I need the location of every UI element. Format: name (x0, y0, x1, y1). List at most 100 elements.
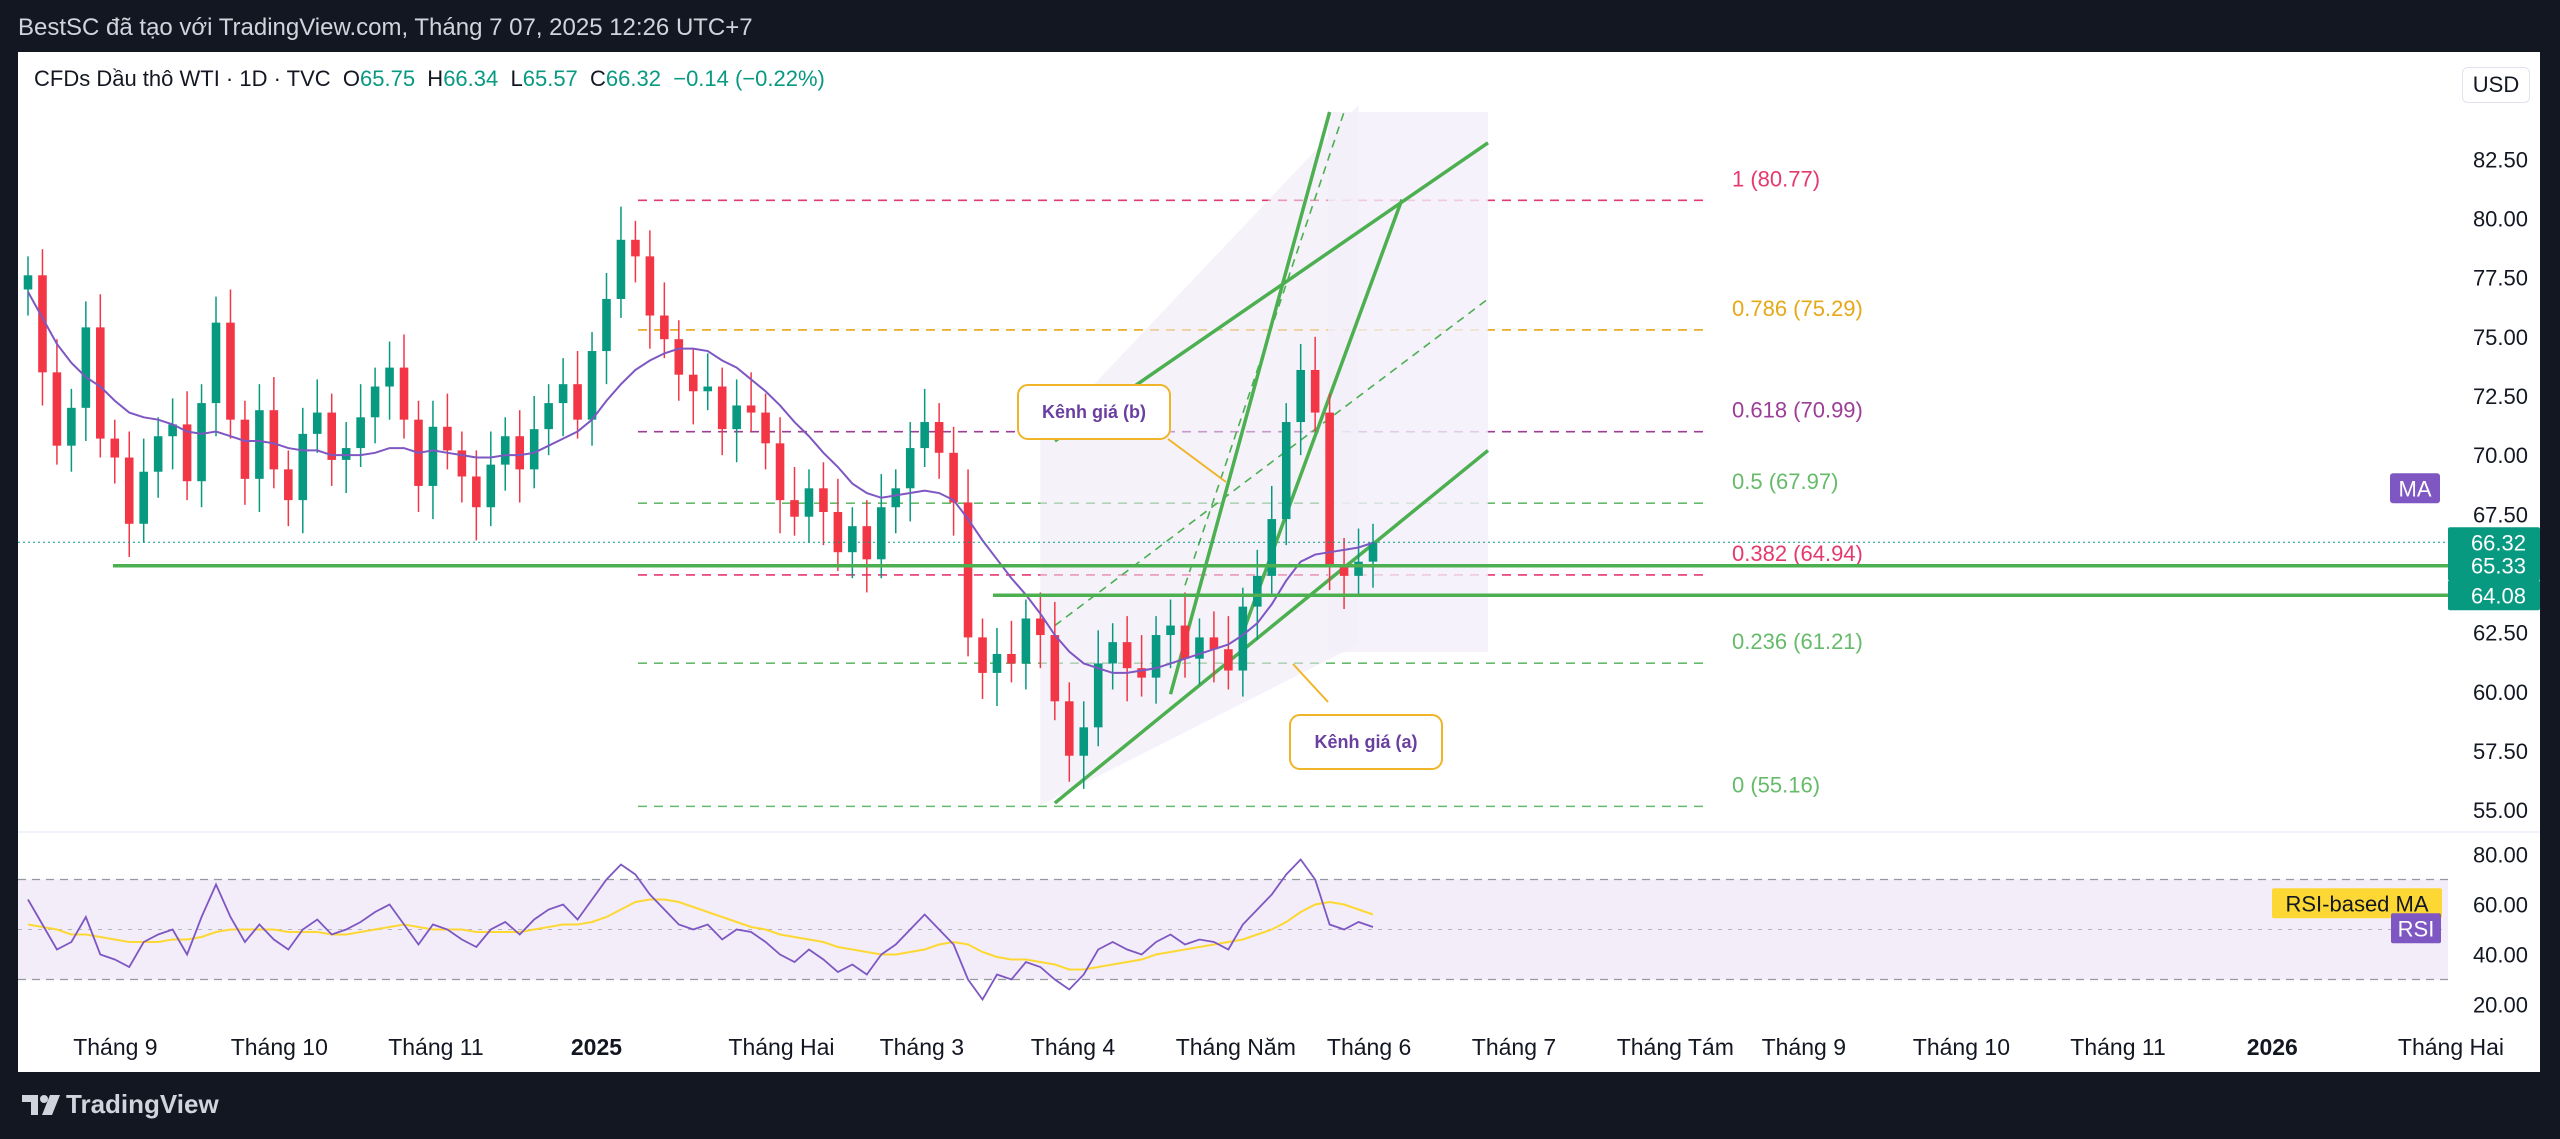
annotations[interactable]: Kênh giá (b) Kênh giá (a) (1017, 384, 1443, 770)
price-tag-bg-0 (2448, 527, 2540, 558)
candle-body (963, 502, 973, 638)
time-tick: Tháng 10 (231, 1034, 328, 1060)
time-tick: Tháng 11 (388, 1034, 483, 1060)
moving-average (27, 291, 1374, 674)
candle-body (1339, 564, 1349, 576)
candle-body (934, 422, 944, 453)
chart-caption: BestSC đã tạo với TradingView.com, Tháng… (18, 14, 753, 41)
candle-body (804, 488, 814, 517)
price-tick: 55.00 (2473, 798, 2528, 823)
candle-body (978, 637, 987, 673)
channel-a-mid (1054, 298, 1489, 627)
time-axis[interactable]: Tháng 9 Tháng 10 Tháng 11 2025 Tháng Hai Thán… (73, 1034, 2540, 1060)
candle-body (240, 419, 250, 479)
rsi-tag-bg (2391, 913, 2441, 944)
candle-body (848, 526, 857, 553)
candle-body (1267, 519, 1277, 576)
candle-body (717, 386, 727, 430)
price-tag-bg-2 (2448, 580, 2540, 611)
candle-body (688, 374, 698, 392)
candle-body (1021, 618, 1031, 664)
ma-tag: MA (2399, 476, 2432, 501)
time-tick: Tháng 6 (1327, 1034, 1411, 1060)
candle-body (226, 322, 235, 420)
time-tick: Tháng 9 (1762, 1034, 1846, 1060)
candle-body (385, 367, 394, 387)
candle-body (529, 429, 539, 470)
candle-body (153, 436, 163, 472)
candle-body (23, 275, 33, 290)
candle-body (573, 384, 582, 420)
candle-body (67, 407, 76, 446)
candle-body (1354, 561, 1363, 576)
candle-body (819, 488, 828, 512)
currency-button[interactable]: USD (2462, 67, 2530, 103)
rsi-ma-line (27, 898, 1374, 971)
candle-body (269, 410, 279, 470)
candle-body (139, 471, 148, 524)
open-value: 65.75 (360, 66, 416, 91)
change-value: −0.14 (−0.22%) (673, 66, 825, 91)
price-tick: 77.50 (2473, 266, 2528, 291)
channel-a-fill (1040, 104, 1359, 806)
ma-line (27, 291, 1374, 674)
time-tick: Tháng 11 (2070, 1034, 2165, 1060)
chart-panel[interactable]: 1 (80.77) 0.786 (75.29) 0.618 (70.99) 0.5 (… (18, 52, 2540, 1072)
candle-body (428, 426, 438, 486)
time-tick: Tháng Năm (1176, 1034, 1296, 1060)
channel-a-pointer (1292, 663, 1329, 703)
candle-body (674, 339, 684, 375)
candle-body (660, 315, 669, 340)
support-lines[interactable] (18, 541, 2458, 598)
candle-body (81, 327, 91, 408)
candle-body (1238, 606, 1248, 671)
candle-body (1108, 642, 1117, 664)
price-channels[interactable] (1040, 104, 1490, 806)
candle-body (1079, 727, 1089, 756)
candle-body (211, 322, 221, 404)
time-tick: 2026 (2247, 1034, 2298, 1060)
candle-body (732, 405, 741, 430)
candle-body (370, 386, 380, 418)
price-tick: 67.50 (2473, 502, 2528, 527)
candle-body (891, 488, 901, 508)
candle-body (1036, 618, 1045, 636)
price-tag-2: 64.08 (2471, 583, 2526, 608)
candle-body (876, 507, 886, 560)
candle-body (1209, 637, 1219, 650)
candle-body (341, 448, 351, 460)
candle-body (790, 500, 799, 517)
candle-body (500, 436, 510, 465)
time-tick: Tháng 9 (73, 1034, 157, 1060)
fib-label-1: 1 (80.77) (1732, 166, 1820, 191)
time-tick: Tháng Tám (1617, 1034, 1734, 1060)
tradingview-logo-icon[interactable] (20, 1092, 64, 1118)
candle-body (472, 476, 481, 508)
candle-body (1368, 542, 1378, 562)
candle-body (1064, 701, 1074, 756)
symbol-legend[interactable]: CFDs Dầu thô WTI · 1D · TVC O65.75 H66.3… (34, 66, 825, 92)
rsi-pane (18, 831, 2540, 981)
chart-svg[interactable]: 1 (80.77) 0.786 (75.29) 0.618 (70.99) 0.5 (… (18, 52, 2540, 1072)
candle-body (631, 239, 640, 257)
price-tick: 80.00 (2473, 207, 2528, 232)
candle-body (746, 405, 756, 413)
close-label: C (590, 66, 606, 91)
channel-a-box (1289, 714, 1443, 770)
channel-b-box (1017, 384, 1171, 440)
rsi-ma-tag-bg (2272, 888, 2442, 919)
footer-brand[interactable]: TradingView (66, 1089, 219, 1119)
fib-label-0: 0 (55.16) (1732, 772, 1820, 797)
candle-body (949, 452, 958, 503)
time-tick: Tháng Hai (2398, 1034, 2504, 1060)
channel-a-label: Kênh giá (a) (1314, 732, 1417, 752)
candle-body (1224, 649, 1233, 671)
high-label: H (427, 66, 444, 91)
rsi-tick: 80.00 (2473, 843, 2528, 868)
price-tick: 60.00 (2473, 680, 2528, 705)
time-tick: Tháng 7 (1472, 1034, 1556, 1060)
candle-body (1281, 422, 1291, 520)
footer-bar: TradingView (0, 1072, 2560, 1139)
candle-body (645, 256, 655, 316)
candle-body (124, 457, 134, 524)
